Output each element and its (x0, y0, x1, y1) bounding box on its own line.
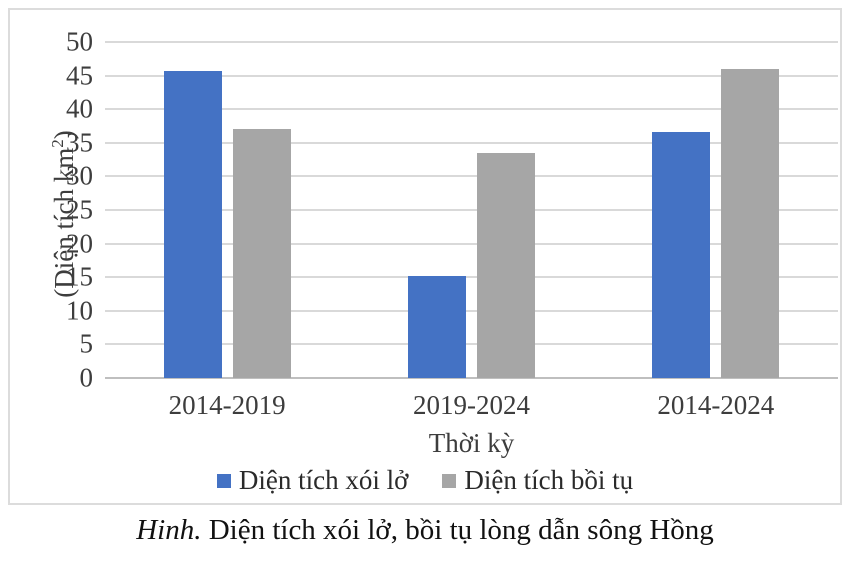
bars (105, 42, 838, 378)
y-tick-label: 10 (66, 295, 93, 326)
bar (652, 132, 711, 378)
y-tick-label: 5 (79, 328, 94, 359)
x-axis-title: Thời kỳ (428, 428, 515, 458)
gridline (105, 209, 838, 211)
y-tick-label: 30 (66, 160, 93, 191)
gridline (105, 242, 838, 245)
legend-label: Diện tích bồi tụ (464, 465, 634, 495)
gridline (105, 74, 838, 77)
gridline (105, 175, 838, 178)
y-axis-ticks: 0 5 10 15 20 25 30 35 40 45 50 (41, 28, 94, 391)
y-tick-label: 25 (66, 194, 93, 225)
y-tick-label: 20 (66, 228, 93, 259)
y-tick-label: 45 (66, 60, 93, 91)
y-tick-label: 0 (79, 362, 94, 393)
bar (476, 152, 535, 378)
caption-label: Hinh. (136, 514, 202, 546)
bar (407, 275, 466, 378)
legend-item: Diện tích bồi tụ (442, 465, 633, 496)
bar (232, 128, 291, 378)
chart-area: (Diện tích km2) 0 5 10 15 20 25 30 35 40 45 50 201… (8, 8, 842, 505)
bar-group (594, 42, 838, 378)
gridline (105, 108, 838, 111)
bar (163, 70, 222, 378)
gridline (105, 343, 838, 346)
gridline (105, 41, 838, 43)
gridline (105, 309, 838, 312)
plot-area: 0 5 10 15 20 25 30 35 40 45 50 (66, 28, 838, 391)
legend-swatch (216, 473, 231, 488)
bar-group (105, 42, 349, 378)
legend-item: Diện tích xói lở (216, 465, 409, 496)
x-axis-labels: 2014-2019 2019-2024 2014-2024 (105, 390, 838, 421)
legend-label: Diện tích xói lở (238, 465, 409, 495)
y-tick-label: 35 (66, 127, 93, 158)
x-tick-label: 2019-2024 (412, 390, 530, 420)
caption-text: Diện tích xói lở, bồi tụ lòng dẫn sông H… (208, 514, 714, 546)
gridline (105, 141, 838, 144)
bar-group (349, 42, 593, 378)
caption: Hinh. Diện tích xói lở, bồi tụ lòng dẫn … (0, 514, 850, 547)
x-axis-line (105, 377, 838, 379)
y-tick-label: 15 (66, 261, 93, 292)
x-tick-label: 2014-2019 (168, 390, 286, 420)
legend: Diện tích xói lở Diện tích bồi tụ (10, 465, 840, 496)
legend-swatch (442, 473, 457, 488)
x-tick-label: 2014-2024 (657, 390, 775, 420)
y-tick-label: 50 (66, 26, 93, 57)
gridlines (105, 41, 838, 379)
y-tick-label: 40 (66, 93, 93, 124)
bar (721, 68, 780, 378)
gridline (105, 276, 838, 279)
